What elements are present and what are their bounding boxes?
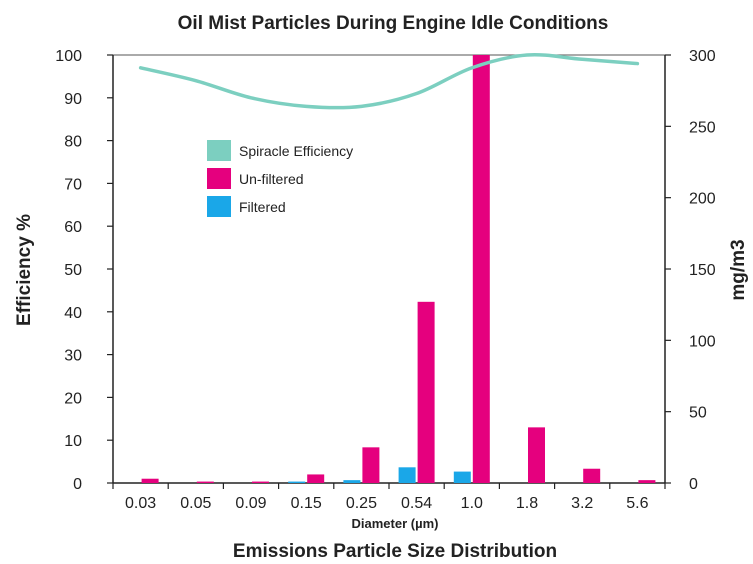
x-axis-label: Diameter (µm)	[352, 516, 439, 531]
bar-filtered	[453, 471, 471, 483]
y-axis-right-label: mg/m3	[728, 239, 749, 300]
y-left-tick-label: 70	[64, 176, 82, 193]
bar-unfiltered	[472, 55, 490, 483]
y-right-tick-label: 250	[689, 119, 716, 136]
y-right-tick-label: 0	[689, 476, 698, 493]
y-left-tick-label: 100	[55, 48, 82, 65]
legend-swatch	[207, 196, 231, 217]
y-left-tick-label: 90	[64, 91, 82, 108]
bar-unfiltered	[252, 481, 269, 483]
x-tick-label: 0.25	[346, 495, 377, 512]
y-right-tick-label: 300	[689, 48, 716, 65]
bar-unfiltered	[362, 447, 380, 483]
legend: Spiracle Efficiency Un-filtered Filtered	[207, 140, 353, 217]
bar-filtered	[288, 481, 306, 483]
plot-area: 0 10 20 30 40 50 60 70 80 90 100 0 50 100 150 200 250 300…	[55, 48, 716, 512]
bar-unfiltered	[417, 301, 435, 483]
bar-unfiltered	[638, 480, 656, 483]
chart-title: Oil Mist Particles During Engine Idle Co…	[178, 13, 609, 34]
x-tick-label: 3.2	[571, 495, 593, 512]
bar-filtered	[343, 480, 361, 483]
bar-unfiltered	[528, 427, 545, 483]
x-tick-label: 0.05	[180, 495, 211, 512]
x-tick-label: 0.03	[125, 495, 156, 512]
y-left-tick-label: 0	[73, 476, 82, 493]
y-axis-left-label: Efficiency %	[14, 214, 35, 326]
legend-swatch	[207, 140, 231, 161]
bar-unfiltered	[583, 468, 601, 483]
y-left-tick-label: 10	[64, 433, 82, 450]
bottom-title: Emissions Particle Size Distribution	[233, 541, 557, 562]
x-tick-label: 0.15	[291, 495, 322, 512]
x-tick-label: 0.54	[401, 495, 432, 512]
legend-label: Un-filtered	[239, 171, 304, 187]
y-left-tick-label: 60	[64, 219, 82, 236]
x-tick-label: 1.8	[516, 495, 538, 512]
legend-swatch	[207, 168, 231, 189]
x-tick-label: 0.09	[235, 495, 266, 512]
legend-label: Filtered	[239, 199, 286, 215]
y-right-tick-label: 50	[689, 405, 707, 422]
line-spiracle-efficiency	[138, 52, 640, 110]
y-right-tick-label: 100	[689, 333, 716, 350]
y-left-tick-label: 20	[64, 390, 82, 407]
bar-filtered	[398, 467, 416, 483]
y-left-tick-label: 80	[64, 134, 82, 151]
bar-unfiltered	[141, 478, 159, 483]
y-right-tick-label: 150	[689, 262, 716, 279]
legend-label: Spiracle Efficiency	[239, 143, 353, 159]
bar-unfiltered	[196, 481, 214, 483]
y-left-tick-label: 30	[64, 348, 82, 365]
x-tick-label: 1.0	[461, 495, 483, 512]
x-tick-label: 5.6	[626, 495, 648, 512]
bar-unfiltered	[307, 474, 325, 483]
y-left-tick-label: 50	[64, 262, 82, 279]
y-left-tick-label: 40	[64, 305, 82, 322]
y-right-tick-label: 200	[689, 191, 716, 208]
